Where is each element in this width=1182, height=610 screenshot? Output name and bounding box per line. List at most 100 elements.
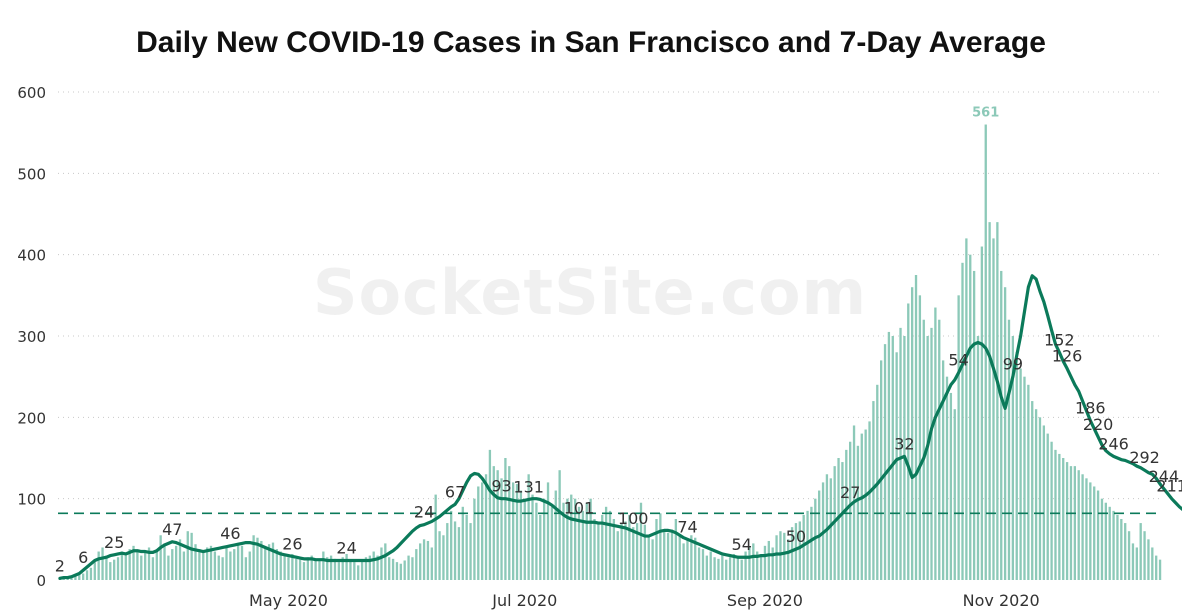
bar: [384, 543, 387, 580]
bar: [124, 555, 127, 580]
bar: [779, 531, 782, 580]
y-tick-label: 400: [17, 247, 46, 265]
data-label: 6: [78, 548, 88, 567]
bar: [744, 551, 747, 580]
bar: [721, 555, 724, 580]
data-label: 93: [491, 477, 511, 496]
bar: [1065, 462, 1069, 580]
bar: [868, 421, 871, 580]
data-label: 131: [513, 478, 544, 497]
bar: [442, 535, 445, 580]
bar: [1011, 336, 1015, 580]
bar: [845, 449, 848, 580]
y-tick-label: 200: [17, 409, 46, 427]
peak-label: 561: [972, 106, 999, 121]
data-label: 26: [282, 534, 302, 553]
data-label: 99: [1003, 355, 1023, 374]
bar: [283, 555, 286, 580]
bar: [256, 537, 259, 580]
bar: [748, 547, 751, 580]
bar: [996, 222, 999, 580]
bar: [945, 376, 949, 580]
bar: [728, 557, 732, 580]
bar: [841, 462, 844, 580]
bar: [934, 307, 937, 580]
bar: [887, 331, 891, 580]
bar: [244, 557, 248, 580]
data-label: 25: [104, 533, 124, 552]
bar: [500, 478, 503, 580]
bar: [984, 124, 987, 580]
bar: [628, 514, 631, 580]
bar: [368, 555, 371, 580]
bar: [1089, 482, 1092, 580]
bar: [570, 494, 573, 580]
bar: [670, 529, 674, 580]
data-label: 50: [786, 527, 806, 546]
bar: [546, 482, 550, 580]
bar: [690, 535, 693, 580]
bar: [147, 547, 151, 580]
bar: [109, 562, 112, 580]
x-tick-label: Nov 2020: [963, 591, 1040, 610]
bar: [1054, 449, 1057, 580]
bar: [481, 482, 484, 580]
bar: [872, 401, 875, 580]
bar: [89, 567, 93, 580]
bar: [333, 558, 337, 580]
bar: [364, 557, 368, 580]
bar: [461, 506, 464, 580]
bar: [376, 555, 379, 580]
bar: [515, 484, 519, 580]
y-tick-label: 0: [36, 572, 46, 590]
bar: [783, 532, 786, 580]
bar: [604, 506, 608, 580]
bar: [775, 535, 778, 580]
bar: [465, 514, 468, 580]
data-label: 101: [564, 499, 595, 518]
bar: [756, 551, 759, 580]
bar: [806, 510, 809, 580]
bar: [128, 549, 131, 580]
bar: [573, 498, 577, 580]
bar: [856, 445, 860, 580]
bar: [535, 502, 538, 580]
bar: [151, 557, 155, 580]
data-label: 186: [1075, 399, 1106, 418]
bar: [388, 557, 391, 580]
bar: [883, 344, 887, 580]
bar: [1120, 519, 1123, 580]
bar: [326, 557, 329, 580]
bar: [666, 532, 670, 580]
bar: [899, 327, 902, 580]
bar: [248, 551, 251, 580]
bar: [620, 523, 623, 580]
bar: [1027, 384, 1030, 580]
bar: [70, 578, 73, 580]
bar: [198, 549, 201, 580]
bar: [752, 543, 755, 580]
bar: [512, 482, 515, 580]
bar: [101, 547, 104, 580]
y-tick-label: 600: [17, 84, 46, 102]
bar: [391, 558, 395, 580]
bar: [1058, 453, 1061, 580]
bar: [1116, 514, 1119, 580]
bar: [585, 502, 588, 580]
bar: [1124, 523, 1127, 580]
bar: [616, 531, 619, 580]
bar: [349, 560, 352, 580]
y-tick-label: 100: [17, 491, 46, 509]
bar: [469, 523, 472, 580]
bar: [341, 557, 344, 580]
bar: [132, 545, 135, 580]
bar: [357, 565, 360, 580]
bar: [113, 559, 116, 580]
bar: [531, 494, 534, 580]
x-tick-label: May 2020: [249, 591, 328, 610]
data-label: 152: [1044, 330, 1075, 349]
bar: [686, 539, 689, 580]
bar: [155, 551, 158, 580]
data-label: 244: [1149, 467, 1180, 486]
